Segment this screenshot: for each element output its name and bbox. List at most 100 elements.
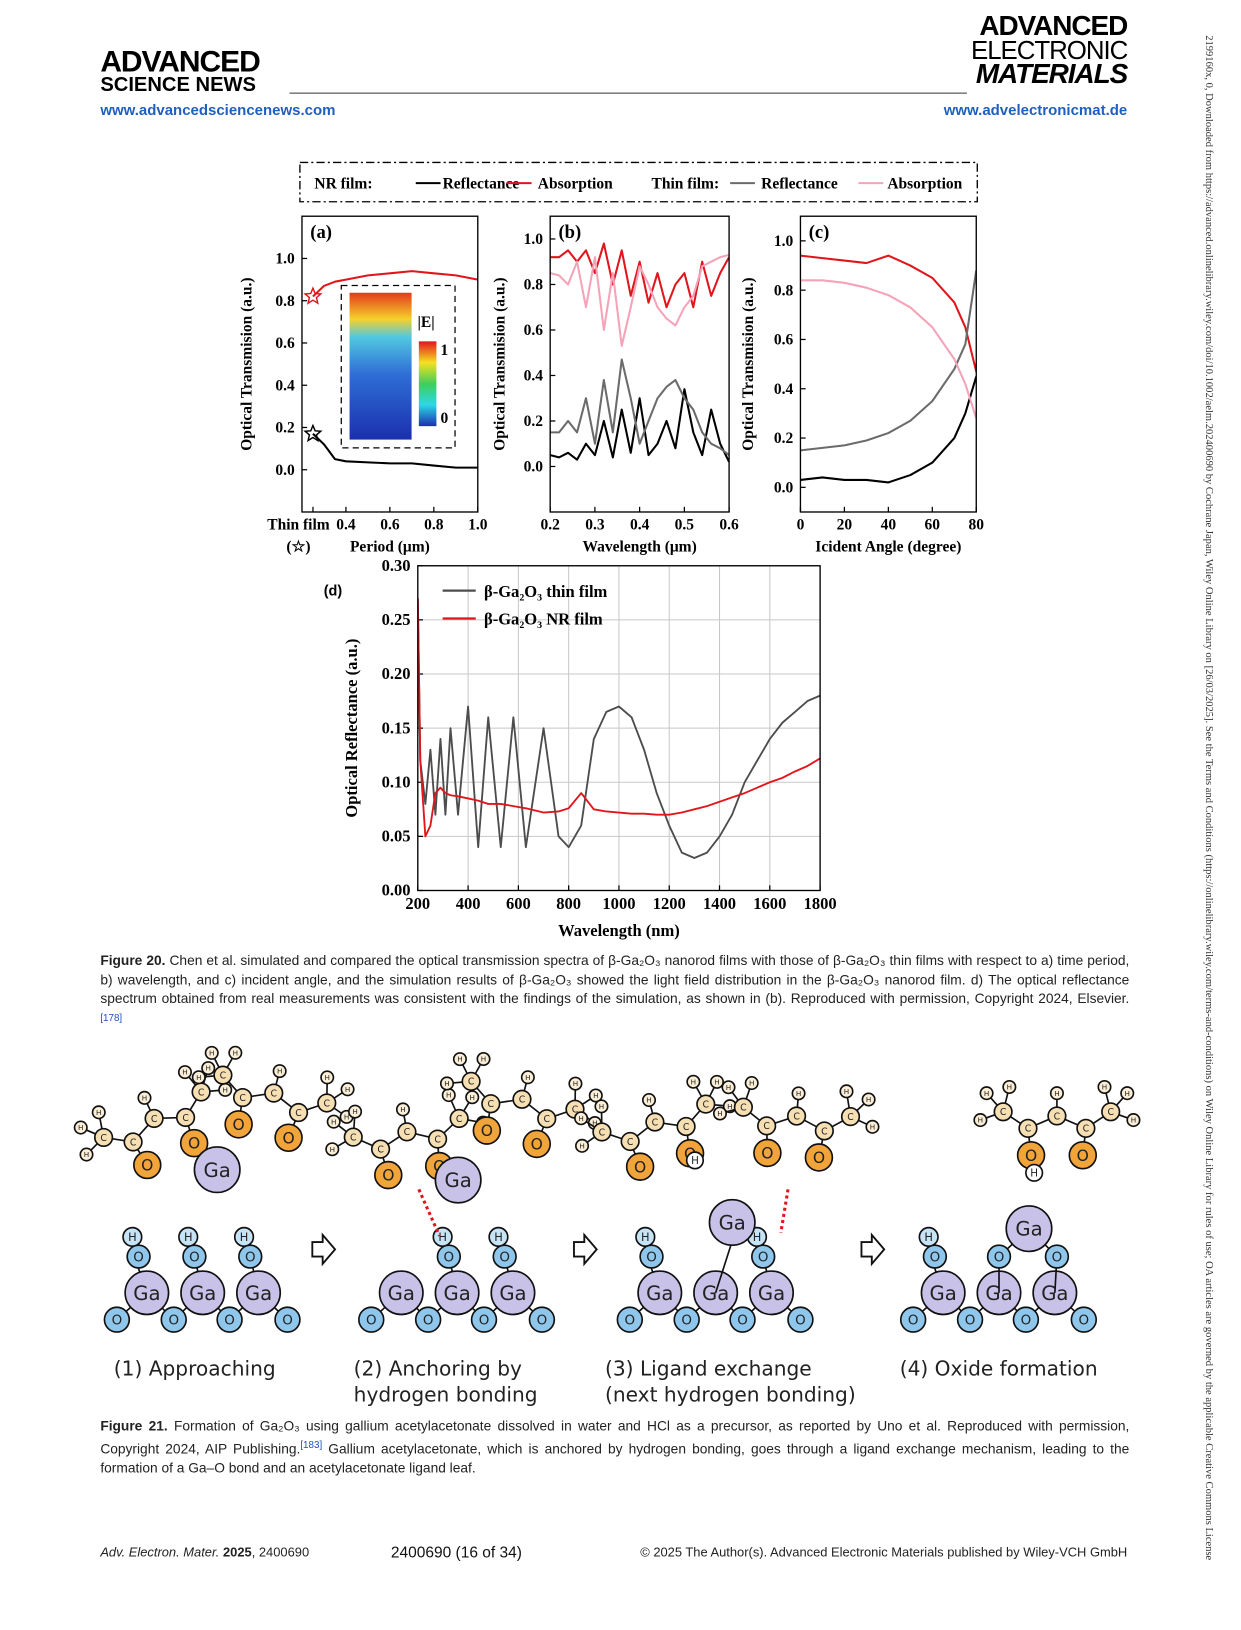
atom [288, 1102, 309, 1123]
logo-line: ADVANCED [979, 10, 1127, 41]
y-tick-label: 0.00 [382, 881, 411, 900]
atom [343, 1127, 363, 1147]
atom [133, 1150, 162, 1180]
atom [786, 1106, 807, 1126]
atom [676, 1116, 696, 1137]
atom-label: H [330, 1145, 335, 1154]
atom-label: H [344, 1112, 349, 1121]
arrow [311, 1232, 337, 1267]
axes-frame [417, 565, 821, 892]
atom [73, 1120, 88, 1135]
atom [397, 1122, 417, 1142]
atom-label: O [382, 1167, 394, 1185]
x-tick-label: 60 [925, 517, 941, 534]
atom [191, 1070, 206, 1085]
atom-label: O [224, 1314, 235, 1329]
atom-label: H [457, 1055, 462, 1064]
atom-label: C [763, 1121, 770, 1132]
atom [528, 1306, 556, 1333]
atom [461, 1071, 481, 1091]
atom-label: Ga [499, 1282, 526, 1305]
atom-label: O [444, 1250, 455, 1265]
atom-label: H [525, 1073, 530, 1082]
x-tick-label: 1.0 [468, 517, 488, 534]
legend-label: Absorption [887, 175, 962, 192]
x-tick-label: 1200 [653, 894, 686, 913]
atom [193, 1146, 241, 1194]
x-tick-label: 0.5 [675, 517, 695, 534]
atom-label: Ga [445, 1169, 472, 1192]
atom-label: H [691, 1155, 699, 1167]
reference[interactable]: [183] [300, 1439, 323, 1451]
reference[interactable]: [178] [100, 1012, 123, 1024]
atom-label: H [579, 1141, 584, 1150]
atom-label: H [844, 1087, 849, 1096]
atom-label: C [350, 1132, 357, 1143]
atom-label: H [352, 1107, 357, 1116]
plot-area [550, 242, 730, 463]
x-tick-label: 0.2 [540, 517, 560, 534]
atom [340, 1082, 355, 1097]
caption-body: Chen et al. simulated and compared the o… [100, 952, 1130, 1007]
caption-label: Figure 21. [100, 1417, 168, 1434]
atom-label: Ga [189, 1282, 216, 1305]
plot-area [312, 270, 478, 469]
atom [753, 1138, 782, 1168]
atom [370, 1139, 391, 1159]
atom-label: H [438, 1230, 447, 1244]
atom [685, 1151, 705, 1170]
atom [427, 1129, 448, 1149]
legend-label: Reflectance [443, 175, 520, 192]
y-tick-label: 0.0 [524, 459, 544, 476]
y-tick-label: 0.15 [382, 718, 411, 737]
atom-label: H [240, 1230, 249, 1244]
step-label: (1) Approaching [114, 1357, 276, 1381]
atom-label: Ga [758, 1282, 785, 1305]
atom [673, 1306, 700, 1333]
atom-label: H [128, 1230, 137, 1244]
atom [1047, 1106, 1067, 1126]
data-line [312, 433, 478, 469]
url[interactable]: www.advelectronicmat.de [943, 102, 1127, 119]
atom-label: H [978, 1116, 983, 1125]
atom [378, 1270, 424, 1316]
step-label: (2) Anchoring by [354, 1357, 522, 1381]
atom-label: C [793, 1111, 800, 1122]
atom-label: O [481, 1122, 493, 1140]
atom [224, 1110, 253, 1139]
atom-label: H [714, 1077, 719, 1086]
legend: NR film: Thin film: Reflectance Absorptio… [314, 175, 962, 192]
atom [979, 1086, 994, 1101]
url[interactable]: www.advancedsciencenews.com [99, 102, 335, 119]
atom-label: O [930, 1250, 941, 1265]
atom [744, 1076, 759, 1091]
legend-group: NR film: [314, 175, 372, 192]
panel-label: (b) [558, 222, 581, 243]
y-tick-label: 0.2 [524, 413, 544, 430]
atom [434, 1156, 482, 1204]
x-tick-label: Thin film [267, 517, 330, 534]
y-tick-label: 0.6 [275, 335, 295, 352]
atom [708, 1198, 756, 1247]
atom-label: H [277, 1067, 282, 1076]
chart: 0.0 0.2 0.4 0.6 0.8 1.0 0.2 0.3 0.4 0.5 0.6 (b) Wave… [492, 215, 739, 555]
atom [103, 1306, 131, 1333]
arrow [860, 1232, 886, 1267]
logo-line: ELECTRONIC [971, 37, 1128, 65]
atom-label: Ga [930, 1282, 957, 1305]
atom-label: H [691, 1077, 696, 1086]
y-axis-title: Optical Transmision (a.u.) [492, 277, 509, 450]
atom [395, 1102, 411, 1117]
atom-label: H [578, 1114, 583, 1123]
atom [320, 1070, 335, 1085]
atom-label: O [994, 1250, 1005, 1265]
hydrogen-bond [779, 1189, 790, 1234]
atom-label: C [100, 1133, 107, 1144]
atom-label: O [141, 1157, 153, 1175]
x-tick-label: 0 [797, 517, 805, 534]
x-tick-label: 80 [969, 517, 985, 534]
atom [512, 1089, 532, 1109]
y-tick-label: 1.0 [275, 251, 295, 268]
atom [973, 1113, 988, 1128]
atom [126, 1244, 151, 1269]
